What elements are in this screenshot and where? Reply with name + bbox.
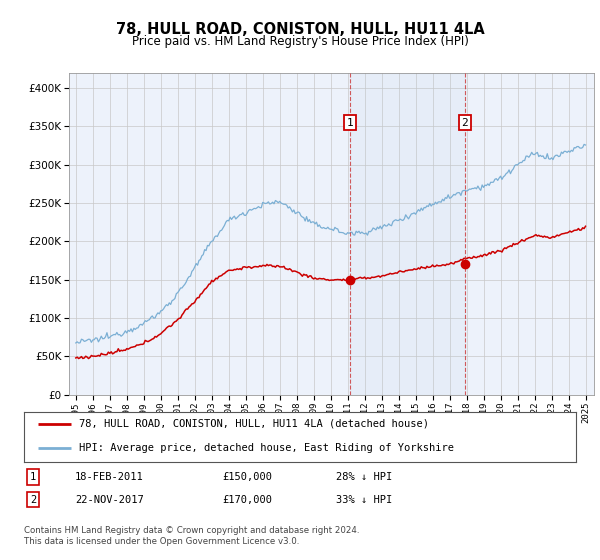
Text: 18-FEB-2011: 18-FEB-2011 <box>75 472 144 482</box>
Text: HPI: Average price, detached house, East Riding of Yorkshire: HPI: Average price, detached house, East… <box>79 443 454 453</box>
Text: 2: 2 <box>461 118 468 128</box>
Text: 28% ↓ HPI: 28% ↓ HPI <box>336 472 392 482</box>
Text: 78, HULL ROAD, CONISTON, HULL, HU11 4LA: 78, HULL ROAD, CONISTON, HULL, HU11 4LA <box>116 22 484 38</box>
Text: £170,000: £170,000 <box>222 494 272 505</box>
Text: 1: 1 <box>346 118 353 128</box>
Text: 33% ↓ HPI: 33% ↓ HPI <box>336 494 392 505</box>
Text: Contains HM Land Registry data © Crown copyright and database right 2024.
This d: Contains HM Land Registry data © Crown c… <box>24 526 359 546</box>
Text: 1: 1 <box>30 472 36 482</box>
Text: 78, HULL ROAD, CONISTON, HULL, HU11 4LA (detached house): 78, HULL ROAD, CONISTON, HULL, HU11 4LA … <box>79 419 429 429</box>
Text: £150,000: £150,000 <box>222 472 272 482</box>
Bar <box>350 73 465 395</box>
Text: Price paid vs. HM Land Registry's House Price Index (HPI): Price paid vs. HM Land Registry's House … <box>131 35 469 48</box>
Text: 22-NOV-2017: 22-NOV-2017 <box>75 494 144 505</box>
Text: 2: 2 <box>30 494 36 505</box>
